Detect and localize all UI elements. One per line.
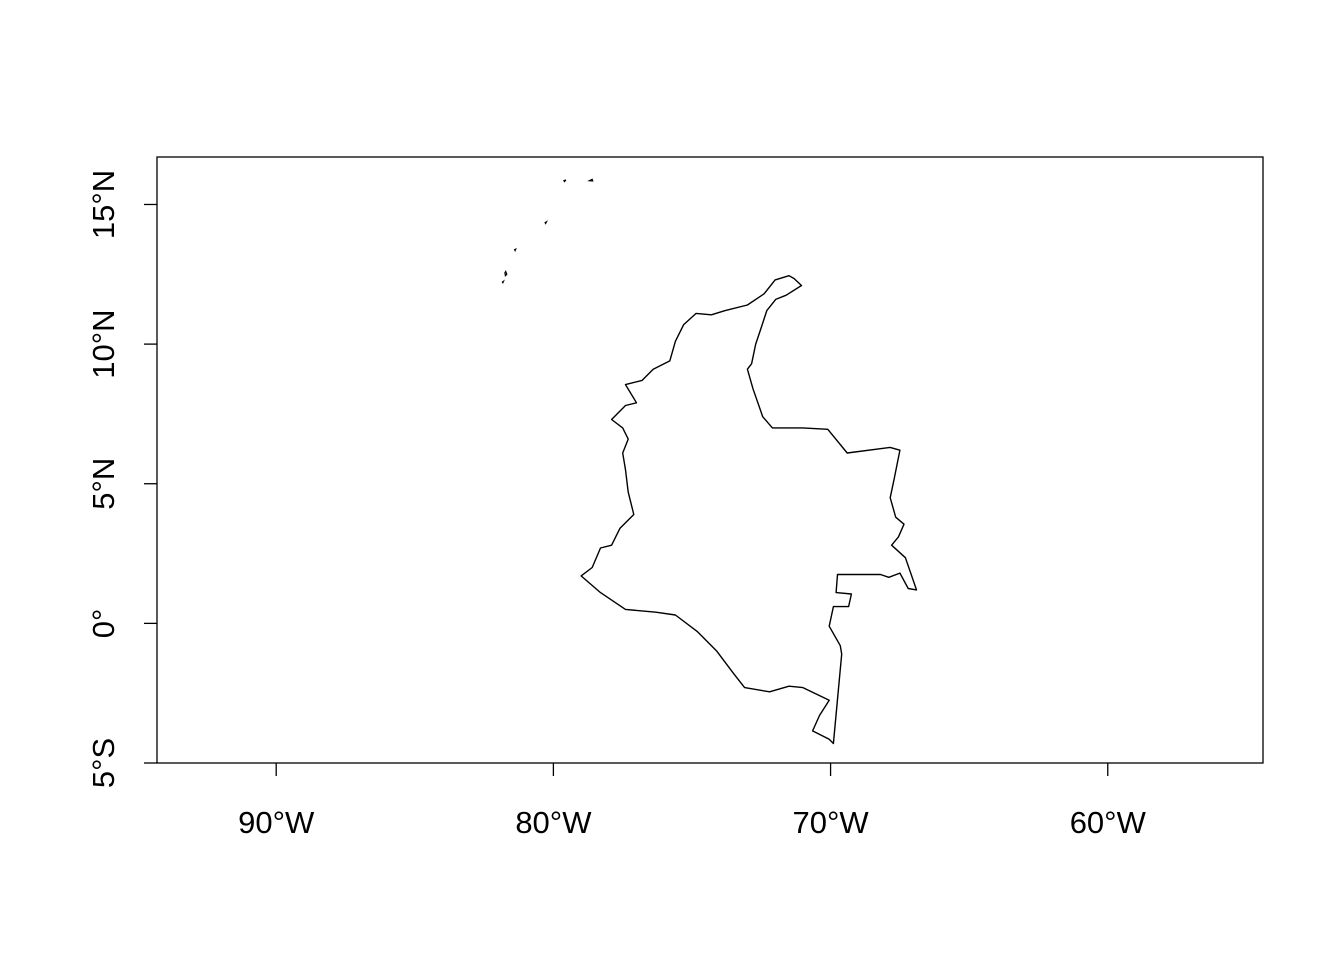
island-outline xyxy=(513,248,517,252)
island-outline xyxy=(587,178,594,182)
y-tick-label: 5°S xyxy=(86,738,121,788)
island-outline xyxy=(544,220,548,225)
mainland-outline xyxy=(580,275,918,745)
island-outline xyxy=(562,179,567,183)
x-axis: 90°W 80°W 70°W 60°W xyxy=(238,763,1147,840)
y-tick-label: 5°N xyxy=(86,458,121,510)
y-tick-label: 15°N xyxy=(86,170,121,239)
x-tick-label: 80°W xyxy=(515,805,592,840)
y-tick-label: 10°N xyxy=(86,309,121,378)
x-tick-label: 90°W xyxy=(238,805,315,840)
x-tick-label: 70°W xyxy=(793,805,870,840)
plot-frame xyxy=(156,156,1264,764)
island-outline xyxy=(504,270,508,277)
x-tick-label: 60°W xyxy=(1070,805,1147,840)
y-axis: 5°S 0° 5°N 10°N 15°N xyxy=(86,170,157,788)
island-outline xyxy=(501,279,505,284)
y-tick-label: 0° xyxy=(86,609,121,639)
country-outline-layer xyxy=(501,178,918,745)
